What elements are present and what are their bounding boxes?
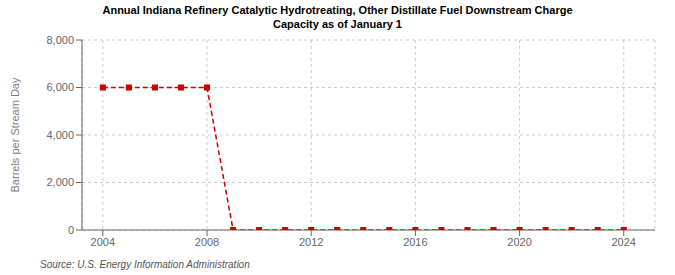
html-text:Source: U.S. Energy Informatio: Source: U.S. Energy Information Administ… [40, 259, 250, 270]
html-text:Capacity as of January 1: Capacity as of January 1 [273, 18, 402, 30]
svg-text:6,000: 6,000 [46, 81, 74, 93]
svg-text:Barrels per Stream Day: Barrels per Stream Day [9, 77, 21, 192]
svg-text:2024: 2024 [612, 236, 636, 248]
svg-text:8,000: 8,000 [46, 34, 74, 46]
html-text:Annual Indiana Refinery Cataly: Annual Indiana Refinery Catalytic Hydrot… [102, 4, 573, 16]
svg-text:2,000: 2,000 [46, 176, 74, 188]
svg-text:2004: 2004 [91, 236, 115, 248]
svg-text:2008: 2008 [195, 236, 219, 248]
svg-text:0: 0 [68, 224, 74, 236]
svg-text:4,000: 4,000 [46, 129, 74, 141]
svg-text:2016: 2016 [403, 236, 427, 248]
svg-text:2020: 2020 [507, 236, 531, 248]
svg-text:2012: 2012 [299, 236, 323, 248]
